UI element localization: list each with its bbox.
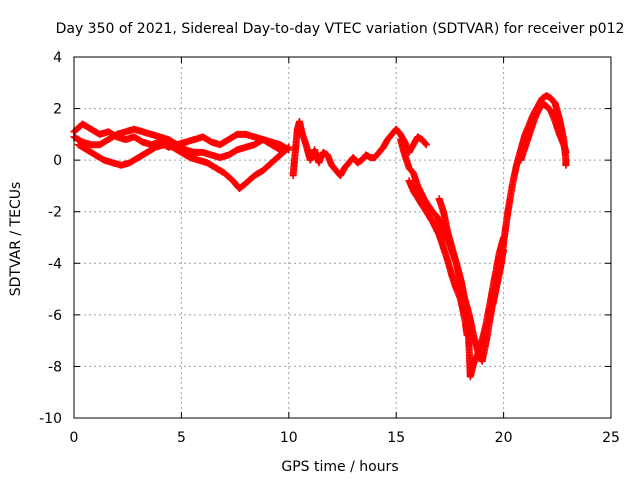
- y-axis-ticks: -10 -8 -6 -4 -2 0 2 4: [39, 50, 611, 427]
- x-tick-label: 5: [177, 430, 186, 446]
- data-point-marker: [463, 332, 471, 339]
- series-track-c: [74, 141, 293, 192]
- data-point-marker: [285, 143, 293, 151]
- y-tick-label: 2: [53, 102, 62, 118]
- x-tick-label: 0: [70, 430, 79, 446]
- y-tick-label: 4: [53, 50, 62, 66]
- x-tick-label: 15: [387, 430, 405, 446]
- y-tick-label: -8: [48, 359, 62, 375]
- y-axis-label: SDTVAR / TECUs: [8, 182, 24, 297]
- x-tick-label: 20: [495, 430, 513, 446]
- x-tick-label: 25: [602, 430, 620, 446]
- y-tick-label: -2: [48, 205, 62, 221]
- series-track-g: [435, 195, 508, 365]
- x-tick-label: 10: [280, 430, 298, 446]
- chart-title: Day 350 of 2021, Sidereal Day-to-day VTE…: [56, 21, 625, 37]
- y-tick-label: -4: [48, 256, 62, 272]
- y-tick-label: -6: [48, 308, 62, 324]
- data-point-marker: [422, 141, 430, 149]
- x-axis-label: GPS time / hours: [281, 459, 398, 475]
- series-track-i: [517, 99, 570, 164]
- y-tick-label: 0: [53, 153, 62, 169]
- series-track-b: [70, 125, 284, 162]
- plot-frame: [73, 56, 612, 419]
- data-point-marker: [562, 161, 570, 169]
- y-tick-label: -10: [39, 411, 62, 427]
- data-point-marker: [421, 140, 429, 148]
- data-point-marker: [562, 148, 570, 156]
- data-point-marker: [284, 144, 292, 152]
- data-points: [70, 92, 570, 381]
- x-axis-ticks: 0 5 10 15 20 25: [70, 57, 620, 446]
- grid-lines: [74, 57, 611, 418]
